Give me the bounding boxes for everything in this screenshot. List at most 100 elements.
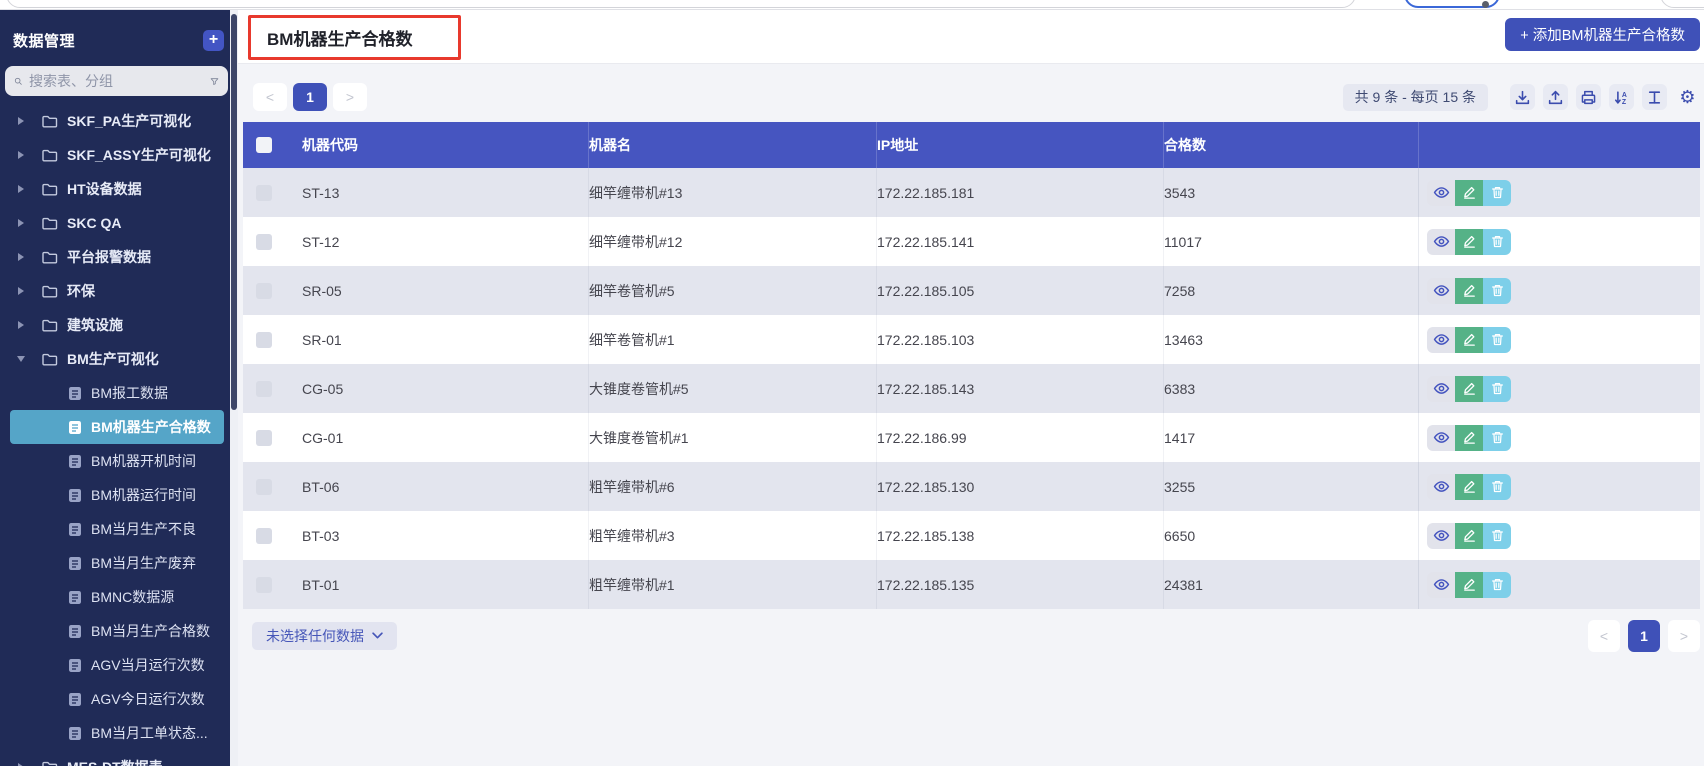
- data-table-icon: [68, 624, 82, 639]
- upload-button[interactable]: [1543, 84, 1568, 110]
- row-checkbox[interactable]: [256, 331, 272, 348]
- bottom-pagination-page-1[interactable]: 1: [1628, 620, 1660, 652]
- column-header-qualified[interactable]: 合格数: [1163, 122, 1418, 168]
- sidebar-tree-item[interactable]: AGV当月运行次数: [0, 648, 238, 682]
- filter-icon[interactable]: [210, 74, 219, 89]
- cell-qualified: 24381: [1163, 560, 1418, 609]
- edit-button[interactable]: [1455, 326, 1483, 353]
- delete-button[interactable]: [1483, 179, 1511, 206]
- sidebar-tree-item[interactable]: HT设备数据: [0, 172, 238, 206]
- row-checkbox[interactable]: [256, 184, 272, 201]
- sidebar-tree-item[interactable]: BM机器生产合格数: [10, 410, 224, 444]
- sidebar-search-box[interactable]: [5, 66, 228, 96]
- search-input[interactable]: [29, 73, 210, 89]
- folder-icon: [41, 249, 58, 265]
- sidebar-tree-item[interactable]: 环保: [0, 274, 238, 308]
- settings-button[interactable]: ⚙: [1675, 84, 1700, 110]
- sidebar-tree-item[interactable]: SKF_PA生产可视化: [0, 104, 238, 138]
- add-record-button[interactable]: + 添加BM机器生产合格数: [1505, 18, 1700, 51]
- column-header-ip[interactable]: IP地址: [876, 122, 1163, 168]
- delete-button[interactable]: [1483, 571, 1511, 598]
- view-button[interactable]: [1427, 473, 1455, 500]
- sidebar-item-label: 环保: [67, 283, 95, 299]
- page-title: BM机器生产合格数: [267, 30, 413, 49]
- top-pagination-page-1[interactable]: 1: [293, 83, 327, 111]
- view-button[interactable]: [1427, 228, 1455, 255]
- view-button[interactable]: [1427, 375, 1455, 402]
- edit-button[interactable]: [1455, 179, 1483, 206]
- bottom-pagination-prev-button[interactable]: <: [1588, 620, 1620, 652]
- cell-ip: 172.22.185.143: [876, 364, 1163, 413]
- sidebar-tree-item[interactable]: BM机器运行时间: [0, 478, 238, 512]
- add-group-button[interactable]: +: [203, 29, 224, 51]
- download-button[interactable]: [1510, 84, 1535, 110]
- top-pagination-next-button[interactable]: >: [333, 83, 367, 111]
- view-button[interactable]: [1427, 424, 1455, 451]
- pencil-icon: [1463, 186, 1475, 199]
- edit-button[interactable]: [1455, 424, 1483, 451]
- row-checkbox[interactable]: [256, 429, 272, 446]
- print-button[interactable]: [1576, 84, 1601, 110]
- row-height-button[interactable]: [1642, 84, 1667, 110]
- view-button[interactable]: [1427, 522, 1455, 549]
- data-table-icon: [68, 386, 82, 401]
- row-checkbox[interactable]: [256, 478, 272, 495]
- edit-button[interactable]: [1455, 473, 1483, 500]
- main-content: < 1 > 共 9 条 - 每页 15 条: [238, 64, 1704, 766]
- top-pagination-prev-button[interactable]: <: [253, 83, 287, 111]
- caret-icon: [18, 287, 24, 295]
- bottom-pagination-next-button[interactable]: >: [1668, 620, 1700, 652]
- row-checkbox[interactable]: [256, 233, 272, 250]
- delete-button[interactable]: [1483, 424, 1511, 451]
- row-checkbox[interactable]: [256, 527, 272, 544]
- view-button[interactable]: [1427, 571, 1455, 598]
- cell-ip: 172.22.185.141: [876, 217, 1163, 266]
- sidebar-tree-item[interactable]: BM当月生产不良: [0, 512, 238, 546]
- row-checkbox[interactable]: [256, 576, 272, 593]
- edit-button[interactable]: [1455, 522, 1483, 549]
- sidebar-tree-item[interactable]: BM生产可视化: [0, 342, 238, 376]
- column-header-machine-code[interactable]: 机器代码: [302, 137, 358, 153]
- row-checkbox-cell: [243, 233, 298, 250]
- sidebar-tree-item[interactable]: BM当月生产合格数: [0, 614, 238, 648]
- sidebar-tree-item[interactable]: BM机器开机时间: [0, 444, 238, 478]
- column-header-machine-name[interactable]: 机器名: [588, 122, 876, 168]
- browser-control-edge: [1660, 0, 1704, 8]
- table-row: SR-01 细竿卷管机#1 172.22.185.103 13463: [243, 315, 1700, 364]
- edit-button[interactable]: [1455, 571, 1483, 598]
- delete-button[interactable]: [1483, 375, 1511, 402]
- sidebar-tree-item[interactable]: MES-DT数据表: [0, 750, 238, 766]
- sidebar-scrollbar-thumb[interactable]: [231, 14, 237, 410]
- selection-dropdown[interactable]: 未选择任何数据: [252, 622, 397, 650]
- sidebar-tree-item[interactable]: SKF_ASSY生产可视化: [0, 138, 238, 172]
- select-all-checkbox[interactable]: [256, 137, 272, 153]
- view-button[interactable]: [1427, 277, 1455, 304]
- delete-button[interactable]: [1483, 473, 1511, 500]
- delete-button[interactable]: [1483, 326, 1511, 353]
- sidebar-tree-item[interactable]: SKC QA: [0, 206, 238, 240]
- sidebar-tree-item[interactable]: BM当月生产废弃: [0, 546, 238, 580]
- delete-button[interactable]: [1483, 228, 1511, 255]
- view-button[interactable]: [1427, 179, 1455, 206]
- delete-button[interactable]: [1483, 522, 1511, 549]
- sidebar-tree-item[interactable]: AGV今日运行次数: [0, 682, 238, 716]
- view-button[interactable]: [1427, 326, 1455, 353]
- edit-button[interactable]: [1455, 277, 1483, 304]
- sidebar-item-label: BM生产可视化: [67, 351, 159, 367]
- search-icon: [14, 77, 22, 85]
- table-row: BT-01 粗竿缠带机#1 172.22.185.135 24381: [243, 560, 1700, 609]
- sidebar-tree-item[interactable]: BM报工数据: [0, 376, 238, 410]
- sidebar-tree-item[interactable]: 平台报警数据: [0, 240, 238, 274]
- table-row: ST-12 细竿缠带机#12 172.22.185.141 11017: [243, 217, 1700, 266]
- edit-button[interactable]: [1455, 375, 1483, 402]
- delete-button[interactable]: [1483, 277, 1511, 304]
- cell-ip: 172.22.185.105: [876, 266, 1163, 315]
- sidebar-tree-item[interactable]: BMNC数据源: [0, 580, 238, 614]
- cell-actions: [1418, 168, 1700, 217]
- sidebar-tree-item[interactable]: BM当月工单状态...: [0, 716, 238, 750]
- row-checkbox[interactable]: [256, 282, 272, 299]
- sidebar-tree-item[interactable]: 建筑设施: [0, 308, 238, 342]
- row-checkbox[interactable]: [256, 380, 272, 397]
- edit-button[interactable]: [1455, 228, 1483, 255]
- sort-button[interactable]: A Z: [1609, 84, 1634, 110]
